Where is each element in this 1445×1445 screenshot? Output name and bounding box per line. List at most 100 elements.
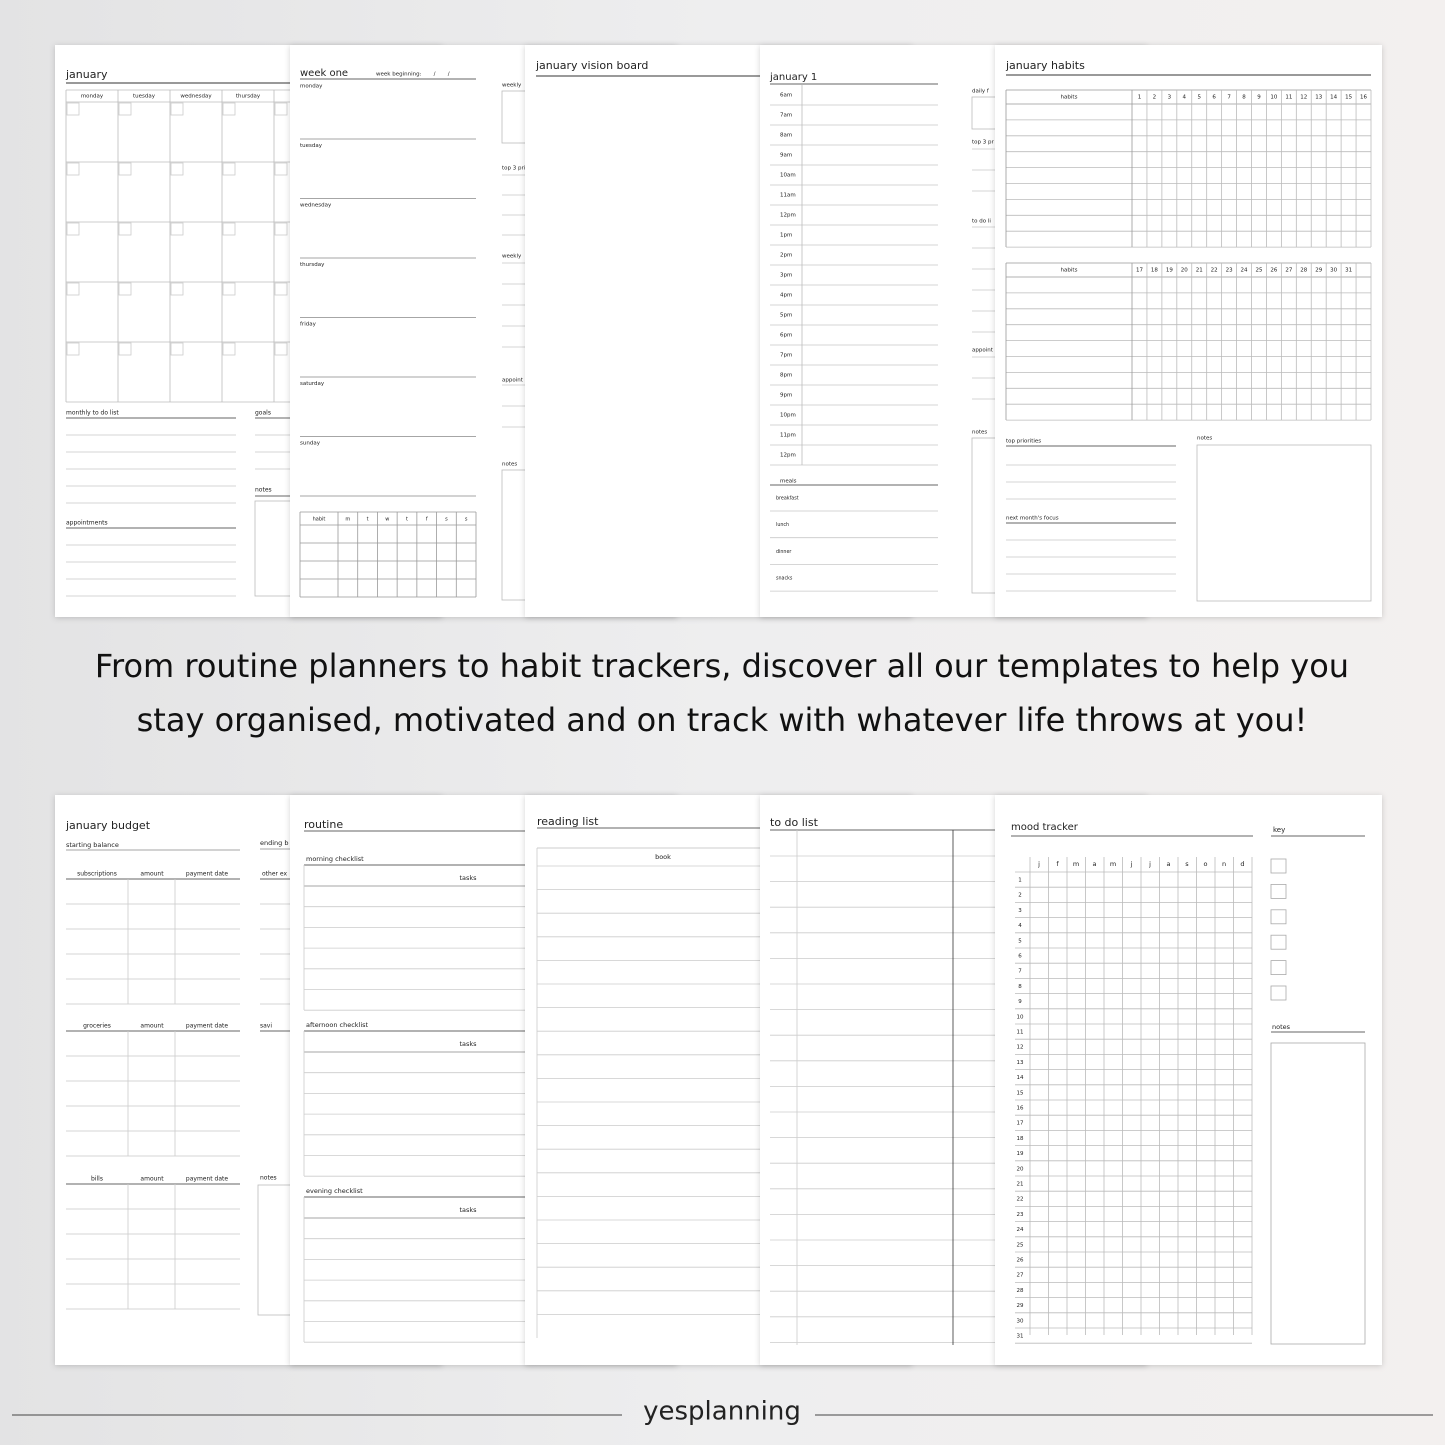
day-number: 30	[1330, 268, 1337, 274]
weekday: monday	[81, 94, 104, 100]
day-number: 29	[1017, 1303, 1024, 1309]
box	[170, 102, 184, 116]
hour: 11am	[780, 193, 796, 199]
day-number: 20	[1181, 268, 1188, 274]
day-number: 2	[1153, 95, 1157, 101]
sheet	[995, 45, 1382, 617]
box	[170, 282, 184, 296]
day-number: 27	[1285, 268, 1292, 274]
label: weekly	[502, 254, 522, 260]
hour: 8am	[780, 133, 792, 139]
day-number: 23	[1226, 268, 1233, 274]
label: daily f	[972, 89, 990, 95]
day-number: 12	[1300, 95, 1307, 101]
day-number: 20	[1017, 1166, 1024, 1172]
page-title: january habits	[1005, 59, 1085, 72]
day-number: 8	[1018, 984, 1022, 990]
day-number: 16	[1017, 1106, 1024, 1112]
month: j	[1130, 860, 1133, 868]
habit-header: m	[345, 517, 350, 523]
day-number: 2	[1018, 893, 1022, 899]
day-number: 4	[1183, 95, 1187, 101]
label: top 3 pr	[972, 140, 994, 146]
hour: 6am	[780, 93, 792, 99]
day-number: 18	[1017, 1136, 1024, 1142]
label: book	[655, 853, 671, 861]
label: meals	[780, 479, 797, 485]
hour: 7am	[780, 113, 792, 119]
day-number: 10	[1017, 1014, 1024, 1020]
page-title: week one	[300, 68, 348, 79]
box	[274, 102, 288, 116]
box	[1270, 960, 1287, 976]
headline: stay organised, motivated and on track w…	[137, 701, 1308, 739]
day-number: 3	[1168, 95, 1172, 101]
hour: 9pm	[780, 393, 792, 399]
label: monthly to do list	[66, 410, 119, 417]
meal: snacks	[776, 576, 793, 582]
box	[66, 342, 80, 356]
month: s	[1185, 860, 1189, 868]
box	[274, 222, 288, 236]
hour: 12pm	[780, 213, 796, 219]
label: next month's focus	[1006, 516, 1059, 522]
day-number: 14	[1330, 95, 1337, 101]
day-number: 26	[1017, 1258, 1024, 1264]
habit-header: t	[367, 517, 369, 523]
page-title: january	[65, 68, 108, 81]
day-number: 4	[1018, 923, 1022, 929]
label: appointments	[66, 520, 108, 527]
label: other ex	[262, 871, 287, 878]
hour: 2pm	[780, 253, 792, 259]
day-label: wednesday	[300, 203, 332, 209]
hour: 10pm	[780, 413, 796, 419]
day-number: 5	[1018, 938, 1022, 944]
section-label: afternoon checklist	[306, 1021, 369, 1029]
day-number: 29	[1315, 268, 1322, 274]
day-number: 6	[1018, 954, 1022, 960]
day-number: 21	[1017, 1182, 1024, 1188]
section-label: evening checklist	[306, 1187, 363, 1195]
day-number: 27	[1017, 1273, 1024, 1279]
day-number: 9	[1018, 999, 1022, 1005]
label: tasks	[459, 874, 477, 882]
habit-header: t	[406, 517, 408, 523]
label: notes	[972, 430, 987, 436]
column-header: bills	[91, 1176, 103, 1183]
weekday: thursday	[236, 94, 261, 100]
day-number: 28	[1017, 1288, 1024, 1294]
habit-header: s	[445, 517, 448, 523]
day-number: 22	[1017, 1197, 1024, 1203]
page-title: to do list	[770, 816, 819, 829]
day-number: 5	[1197, 95, 1201, 101]
box	[1270, 1042, 1366, 1345]
label: weekly	[502, 83, 522, 89]
habit-header: s	[465, 517, 468, 523]
label: habits	[1061, 268, 1078, 274]
label: ending b	[260, 839, 289, 847]
day-number: 13	[1315, 95, 1322, 101]
month: d	[1240, 860, 1244, 868]
meal: dinner	[776, 549, 791, 555]
box	[66, 102, 80, 116]
label: savi	[260, 1023, 272, 1030]
label: notes	[502, 462, 517, 468]
column-header: amount	[140, 1176, 164, 1183]
box	[170, 342, 184, 356]
month: a	[1093, 860, 1097, 868]
box	[222, 282, 236, 296]
brand: yesplanning	[643, 1397, 801, 1427]
box	[1270, 934, 1287, 950]
page-title: reading list	[537, 815, 599, 828]
meal: lunch	[776, 522, 789, 528]
label: goals	[255, 410, 271, 417]
meal: breakfast	[776, 496, 799, 502]
day-number: 13	[1017, 1060, 1024, 1066]
day-number: 16	[1360, 95, 1367, 101]
day-label: friday	[300, 322, 317, 328]
column-header: payment date	[186, 871, 228, 878]
column-header: amount	[140, 871, 164, 878]
day-number: 17	[1017, 1121, 1024, 1127]
